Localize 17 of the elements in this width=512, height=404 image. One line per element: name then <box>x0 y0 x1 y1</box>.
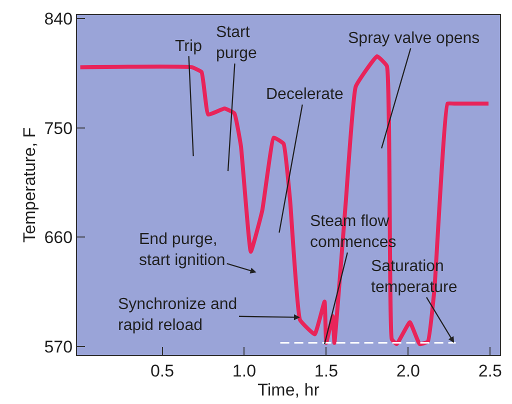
annotation: End purge, start ignition <box>139 231 226 269</box>
x-tick-label: 1.0 <box>232 361 256 380</box>
x-axis-title: Time, hr <box>258 380 320 400</box>
y-tick-label: 660 <box>44 228 73 248</box>
x-tick-label: 2.0 <box>396 361 420 380</box>
y-tick-label: 840 <box>44 10 73 29</box>
y-tick-label: 750 <box>44 118 73 138</box>
x-tick-label: 0.5 <box>150 361 174 380</box>
annotation: Trip <box>175 38 202 55</box>
annotation: Spray valve opens <box>348 30 480 47</box>
x-tick-label: 2.5 <box>478 361 502 380</box>
annotation: Synchronize and rapid reload <box>118 296 238 334</box>
x-tick-label: 1.5 <box>314 361 338 380</box>
annotation: Start purge <box>216 24 258 62</box>
y-tick-label: 570 <box>44 337 73 356</box>
y-axis-title: Temperature, F <box>20 127 39 243</box>
annotation: Decelerate <box>266 86 344 103</box>
